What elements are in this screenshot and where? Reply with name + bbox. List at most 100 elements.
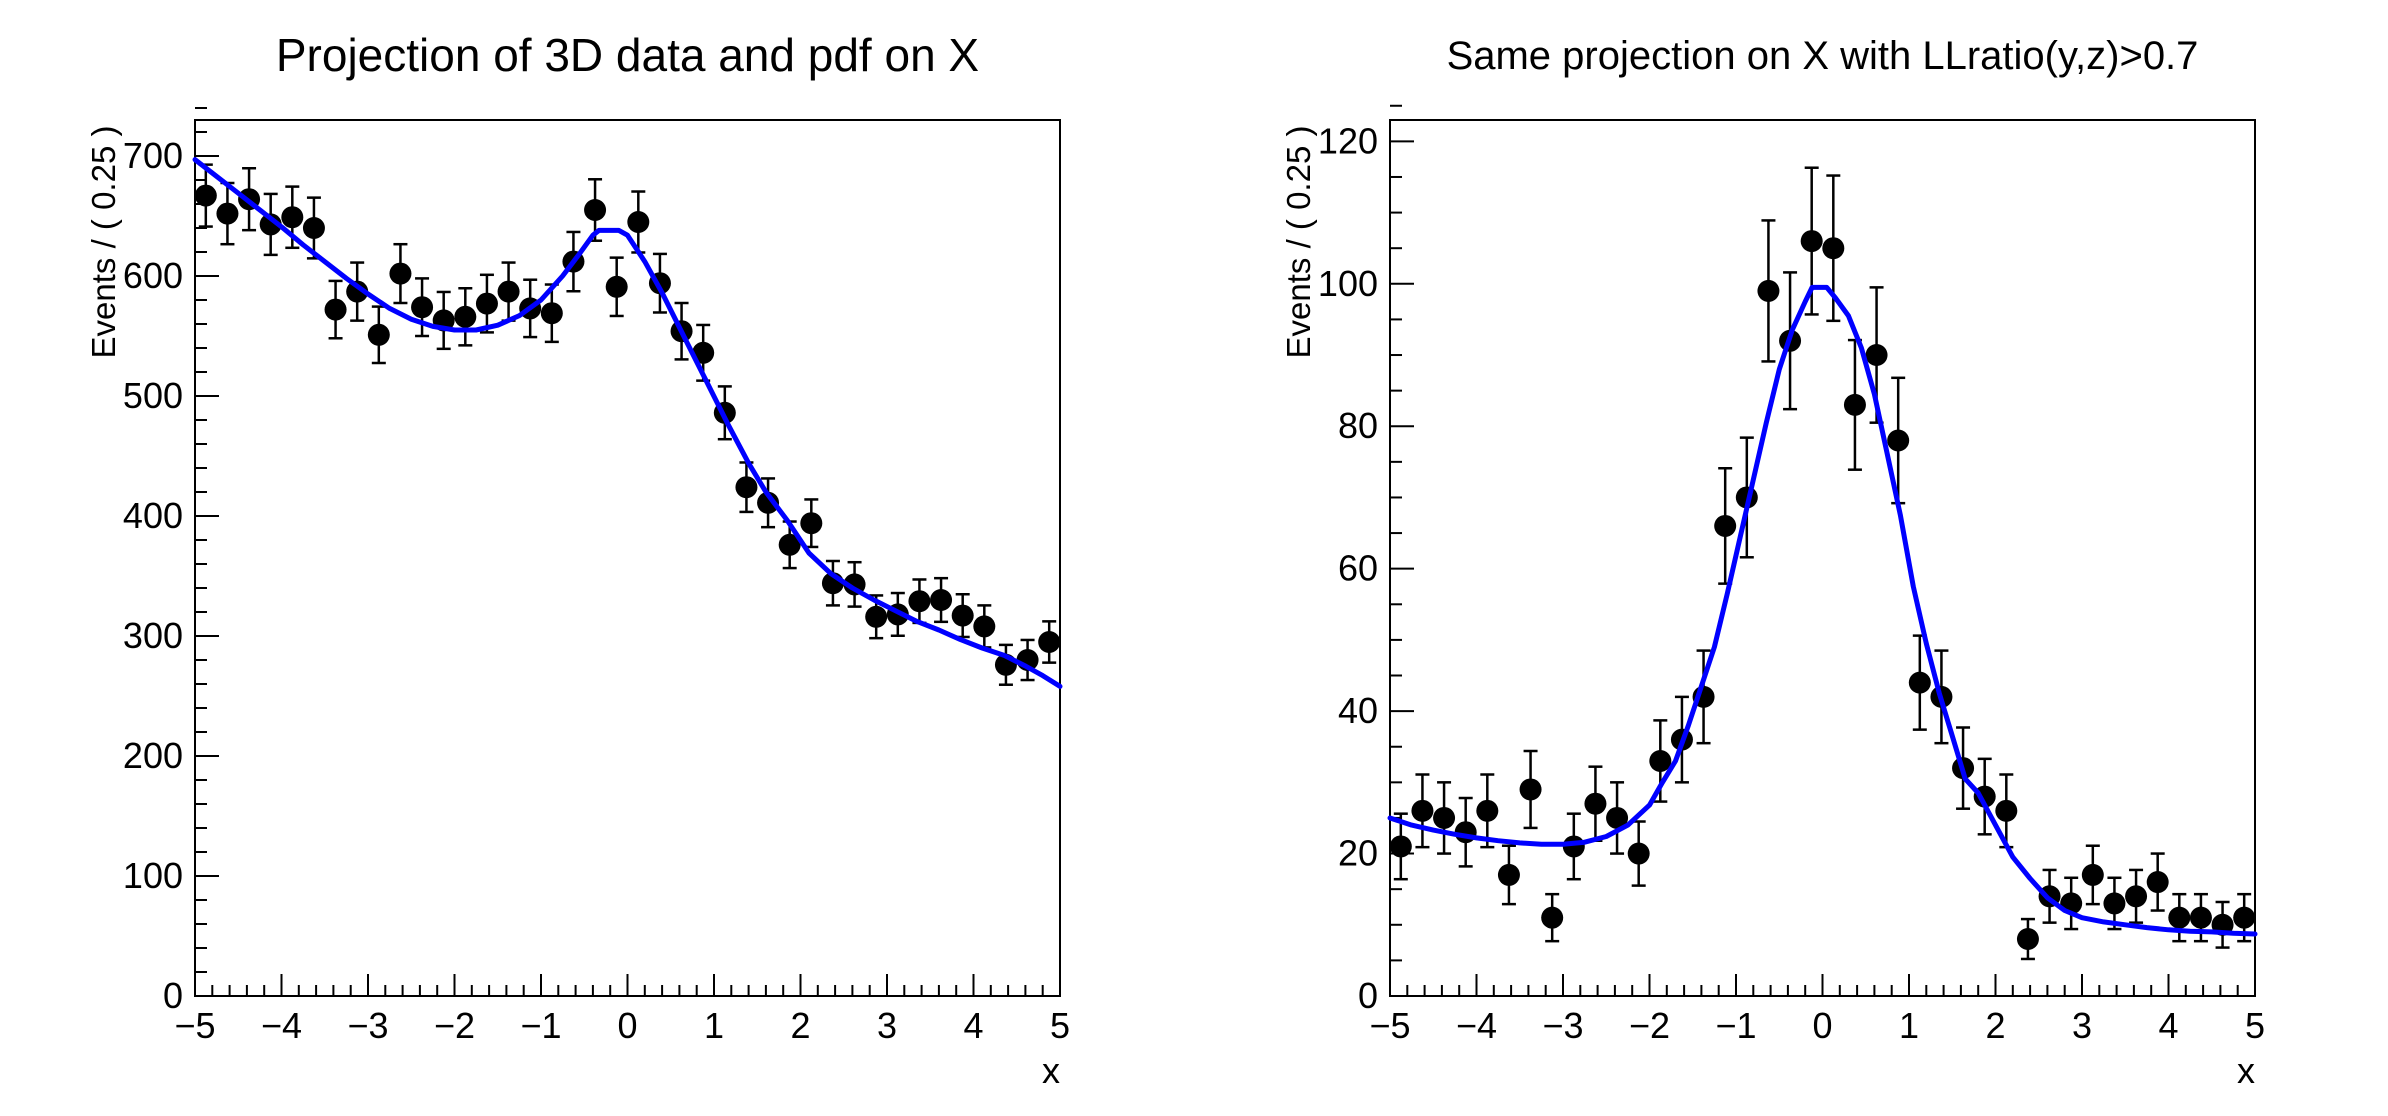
x-axis-ticks	[1389, 974, 2256, 996]
y-tick-label: 100	[123, 855, 183, 896]
x-axis-title-right: x	[2237, 1050, 2255, 1091]
x-tick-label: −1	[520, 1005, 561, 1046]
data-marker	[2233, 906, 2256, 929]
chart-1: −5 −4 −3 −2 −1 0 1 2 3 4 5 0 20 40 60 80 100 120	[1318, 104, 2265, 1046]
y-tick-label: 40	[1338, 690, 1378, 731]
y-axis-ticks	[1390, 104, 1414, 997]
data-marker	[1757, 279, 1780, 302]
x-tick-label: 3	[877, 1005, 897, 1046]
pdf-curve	[1387, 284, 2258, 937]
data-marker	[2189, 906, 2212, 929]
x-tick-label: 0	[1812, 1005, 1832, 1046]
data-marker	[865, 605, 888, 628]
data-marker	[2125, 885, 2148, 908]
data-marker	[281, 206, 304, 229]
data-marker	[2146, 871, 2169, 894]
y-tick-label: 100	[1318, 263, 1378, 304]
data-marker	[497, 280, 520, 303]
data-marker	[302, 217, 325, 239]
data-marker	[1800, 230, 1823, 253]
y-tick-label: 700	[123, 135, 183, 176]
y-axis-title-left: Events / ( 0.25 )	[85, 125, 122, 359]
y-tick-label: 0	[163, 975, 183, 1016]
data-marker	[584, 199, 607, 221]
x-tick-label: −4	[261, 1005, 302, 1046]
data-marker	[930, 589, 953, 611]
data-marker	[1887, 429, 1910, 452]
data-marker	[1822, 237, 1845, 260]
data-marker	[1995, 799, 2018, 822]
x-tick-label: −3	[1542, 1005, 1583, 1046]
data-marker	[1433, 806, 1456, 829]
data-marker	[2168, 906, 2191, 929]
data-marker	[973, 615, 996, 638]
x-tick-label: 4	[963, 1005, 983, 1046]
x-tick-label: 0	[617, 1005, 637, 1046]
x-tick-label: −5	[1369, 1005, 1410, 1046]
x-tick-label: 2	[1985, 1005, 2005, 1046]
data-marker	[2081, 863, 2104, 886]
data-marker	[411, 296, 434, 319]
x-tick-label: 2	[790, 1005, 810, 1046]
data-marker	[757, 491, 780, 514]
y-tick-label: 200	[123, 735, 183, 776]
data-marker	[1865, 344, 1888, 367]
y-tick-label: 120	[1318, 120, 1378, 161]
data-marker	[627, 211, 650, 233]
data-marker	[540, 302, 563, 325]
data-marker	[259, 213, 282, 236]
data-marker	[1497, 863, 1520, 886]
y-tick-label: 0	[1358, 975, 1378, 1016]
data-marker	[951, 604, 974, 627]
x-tick-label: 5	[2245, 1005, 2265, 1046]
data-marker	[1476, 799, 1499, 822]
data-marker	[475, 292, 498, 315]
data-marker	[389, 262, 412, 285]
data-marker	[216, 202, 239, 225]
y-tick-label: 400	[123, 495, 183, 536]
data-marker	[346, 280, 369, 303]
x-axis-ticks	[194, 974, 1061, 996]
data-marker	[735, 476, 758, 499]
x-tick-label: 1	[704, 1005, 724, 1046]
chart-title-right: Same projection on X with LLratio(y,z)>0…	[1446, 34, 2199, 78]
data-marker	[1389, 835, 1412, 858]
x-tick-label: −5	[174, 1005, 215, 1046]
data-marker	[194, 184, 217, 207]
x-tick-label: 3	[2072, 1005, 2092, 1046]
y-axis-labels: 0 20 40 60 80 100 120	[1318, 120, 1378, 1016]
data-marker	[1606, 806, 1629, 829]
data-marker	[2103, 892, 2126, 915]
x-tick-label: −4	[1456, 1005, 1497, 1046]
y-tick-label: 500	[123, 375, 183, 416]
y-axis-ticks	[195, 107, 219, 997]
data-marker	[1714, 514, 1737, 537]
x-axis-labels: −5 −4 −3 −2 −1 0 1 2 3 4 5	[1369, 1005, 2265, 1046]
x-tick-label: −1	[1715, 1005, 1756, 1046]
data-marker	[1627, 842, 1650, 865]
data-points	[194, 184, 1061, 676]
y-tick-label: 20	[1338, 833, 1378, 874]
data-marker	[778, 533, 801, 556]
x-axis-labels: −5 −4 −3 −2 −1 0 1 2 3 4 5	[174, 1005, 1070, 1046]
x-tick-label: −2	[434, 1005, 475, 1046]
y-tick-label: 60	[1338, 548, 1378, 589]
x-tick-label: 5	[1050, 1005, 1070, 1046]
y-tick-label: 80	[1338, 405, 1378, 446]
data-marker	[1038, 631, 1061, 653]
chart-0: −5 −4 −3 −2 −1 0 1 2 3 4 5 0 100 200 300 400 500 600 700	[123, 107, 1070, 1046]
data-marker	[1649, 749, 1672, 772]
y-tick-label: 300	[123, 615, 183, 656]
data-marker	[1411, 799, 1434, 822]
y-axis-labels: 0 100 200 300 400 500 600 700	[123, 135, 183, 1016]
x-tick-label: −3	[347, 1005, 388, 1046]
data-marker	[908, 590, 931, 613]
data-marker	[1843, 393, 1866, 416]
chart-title-left: Projection of 3D data and pdf on X	[275, 29, 980, 81]
plot-frame	[1389, 119, 2256, 997]
x-tick-label: 4	[2158, 1005, 2178, 1046]
data-marker	[605, 275, 628, 298]
data-marker	[324, 298, 347, 321]
